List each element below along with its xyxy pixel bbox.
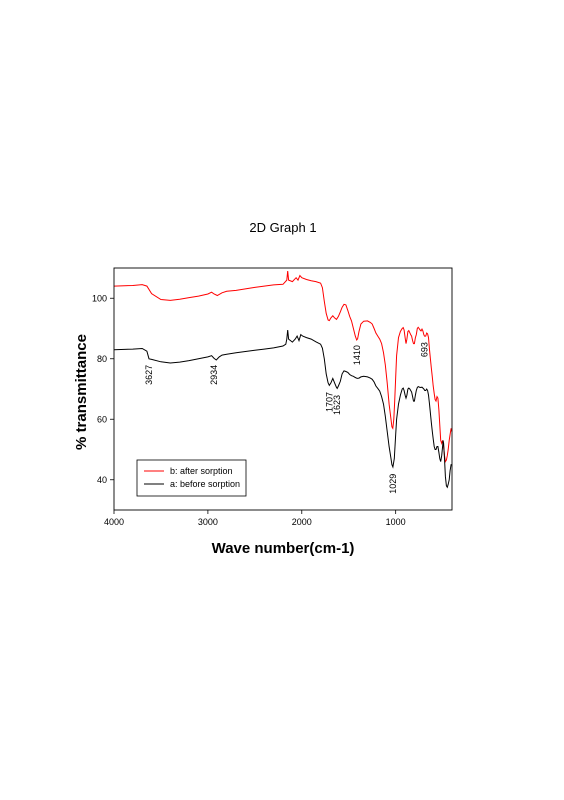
x-axis-title: Wave number(cm-1) [212, 540, 355, 557]
y-tick-label: 60 [97, 414, 107, 424]
y-tick-label: 100 [92, 293, 107, 303]
legend-label-after-sorption: b: after sorption [170, 466, 233, 476]
x-tick-label: 1000 [386, 517, 406, 527]
legend-box [136, 459, 247, 497]
peak-label: 1410 [352, 345, 362, 365]
x-tick-label: 4000 [104, 517, 124, 527]
y-tick-label: 40 [97, 475, 107, 485]
peak-label: 3627 [144, 365, 154, 385]
peak-label: 1707 [324, 392, 334, 412]
x-tick-label: 2000 [292, 517, 312, 527]
series-line-a-before-sorption [114, 329, 452, 489]
legend-label-before-sorption: a: before sorption [170, 479, 240, 489]
peak-label: 2934 [209, 365, 219, 385]
y-tick-label: 80 [97, 354, 107, 364]
y-axis-title: % transmittance [73, 334, 90, 450]
peak-label: 693 [420, 342, 430, 357]
legend: b: after sorption a: before sorption [136, 459, 247, 497]
peak-label: 1623 [332, 395, 342, 415]
series-line-b-after-sorption [114, 270, 452, 463]
chart-title: 2D Graph 1 [249, 220, 316, 235]
plot-frame [113, 267, 453, 511]
x-tick-label: 3000 [198, 517, 218, 527]
peak-label: 1029 [388, 474, 398, 494]
